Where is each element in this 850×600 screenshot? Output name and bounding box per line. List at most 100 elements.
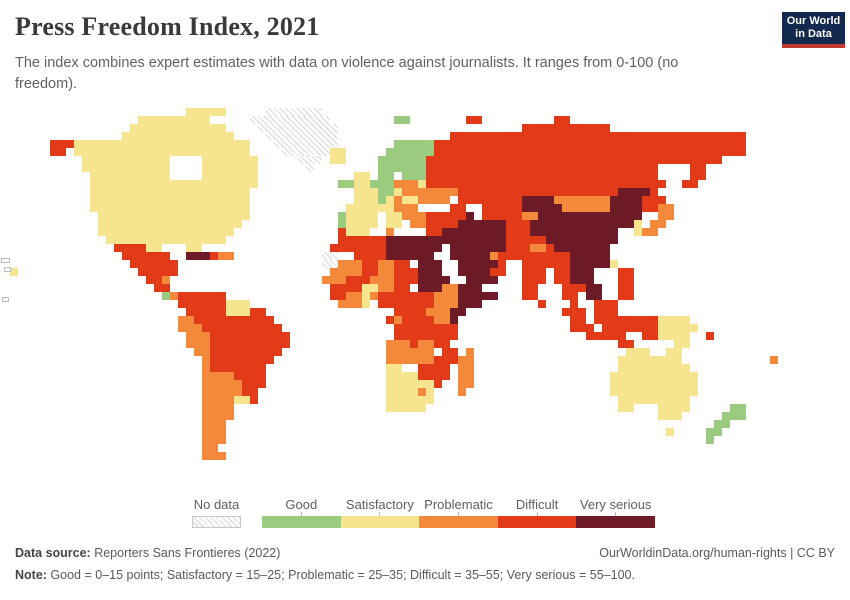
map-region[interactable] (554, 116, 570, 124)
map-region[interactable] (394, 180, 418, 188)
map-region[interactable] (506, 220, 530, 228)
map-region[interactable] (602, 324, 618, 332)
map-region[interactable] (50, 148, 66, 156)
map-region[interactable] (90, 180, 258, 188)
map-region[interactable] (202, 372, 210, 380)
map-region[interactable] (338, 180, 354, 188)
map-region[interactable] (378, 172, 394, 180)
map-region[interactable] (210, 396, 234, 404)
map-region[interactable] (538, 300, 546, 308)
map-region[interactable] (386, 380, 402, 388)
map-region[interactable] (434, 316, 450, 324)
map-region[interactable] (202, 396, 210, 404)
legend-swatch[interactable] (419, 516, 498, 528)
map-region[interactable] (426, 172, 658, 180)
map-region[interactable] (506, 228, 530, 236)
map-region[interactable] (570, 316, 586, 324)
map-region[interactable] (426, 164, 658, 172)
map-region[interactable] (586, 284, 602, 292)
map-region[interactable] (394, 116, 410, 124)
map-region[interactable] (330, 268, 362, 276)
map-region[interactable] (522, 276, 546, 284)
map-region[interactable] (610, 388, 698, 396)
map-region[interactable] (354, 172, 370, 180)
map-region[interactable] (210, 348, 234, 356)
map-region[interactable] (330, 244, 354, 252)
map-region[interactable] (378, 284, 394, 292)
map-region[interactable] (210, 364, 234, 372)
map-region[interactable] (458, 380, 474, 388)
map-region[interactable] (362, 300, 370, 308)
map-region[interactable] (418, 188, 458, 196)
map-region-no-data[interactable] (274, 140, 338, 148)
map-region[interactable] (642, 228, 658, 236)
map-region[interactable] (178, 316, 194, 324)
owid-url-link[interactable]: OurWorldinData.org/human-rights (599, 546, 787, 560)
map-region[interactable] (82, 164, 170, 172)
map-region[interactable] (530, 244, 546, 252)
map-region[interactable] (194, 348, 210, 356)
map-region[interactable] (402, 212, 426, 220)
map-region[interactable] (386, 388, 434, 396)
license-link[interactable]: CC BY (796, 546, 835, 560)
legend-bin-satisfactory[interactable]: Satisfactory (340, 498, 420, 528)
map-region[interactable] (90, 204, 250, 212)
map-region[interactable] (610, 372, 698, 380)
map-region[interactable] (626, 348, 650, 356)
map-region[interactable] (138, 268, 178, 276)
map-region[interactable] (242, 380, 266, 388)
map-region[interactable] (386, 356, 410, 364)
map-region[interactable] (690, 172, 706, 180)
map-region[interactable] (522, 124, 610, 132)
map-region[interactable] (202, 436, 226, 444)
map-region[interactable] (666, 428, 674, 436)
map-region-no-data[interactable] (322, 252, 338, 260)
map-region[interactable] (346, 292, 362, 300)
map-region[interactable] (378, 268, 394, 276)
map-region[interactable] (234, 372, 266, 380)
map-region[interactable] (362, 268, 378, 276)
map-region[interactable] (386, 340, 410, 348)
map-region[interactable] (634, 228, 642, 236)
map-region[interactable] (434, 148, 746, 156)
map-region[interactable] (418, 372, 434, 380)
map-region[interactable] (506, 236, 546, 244)
map-region[interactable] (386, 220, 402, 228)
map-region[interactable] (234, 356, 274, 364)
map-region[interactable] (722, 412, 746, 420)
map-region[interactable] (546, 236, 618, 244)
map-region[interactable] (490, 268, 506, 276)
map-region[interactable] (370, 180, 394, 188)
legend-swatch[interactable] (576, 516, 655, 528)
map-region[interactable] (210, 252, 218, 260)
map-region[interactable] (458, 356, 474, 364)
map-region[interactable] (426, 324, 458, 332)
map-region[interactable] (202, 388, 210, 396)
map-region[interactable] (658, 404, 690, 412)
map-region-no-data[interactable] (298, 156, 322, 164)
map-region[interactable] (522, 212, 634, 220)
map-region[interactable] (346, 220, 378, 228)
map-region[interactable] (570, 260, 610, 268)
map-region[interactable] (10, 268, 18, 276)
legend-swatch[interactable] (340, 516, 420, 528)
map-region[interactable] (618, 364, 690, 372)
map-region[interactable] (594, 308, 618, 316)
map-region[interactable] (394, 284, 410, 292)
map-region[interactable] (90, 196, 250, 204)
map-region[interactable] (618, 268, 634, 276)
map-region[interactable] (570, 300, 578, 308)
map-region[interactable] (610, 196, 642, 204)
map-region[interactable] (394, 308, 402, 316)
map-region[interactable] (570, 276, 594, 284)
map-region[interactable] (466, 348, 474, 356)
map-region-no-data[interactable] (258, 124, 338, 132)
map-region[interactable] (442, 228, 514, 236)
map-region[interactable] (394, 268, 418, 276)
map-region[interactable] (386, 348, 410, 356)
map-region[interactable] (434, 300, 458, 308)
map-region[interactable] (570, 324, 594, 332)
map-region[interactable] (378, 188, 394, 196)
map-region[interactable] (354, 244, 386, 252)
